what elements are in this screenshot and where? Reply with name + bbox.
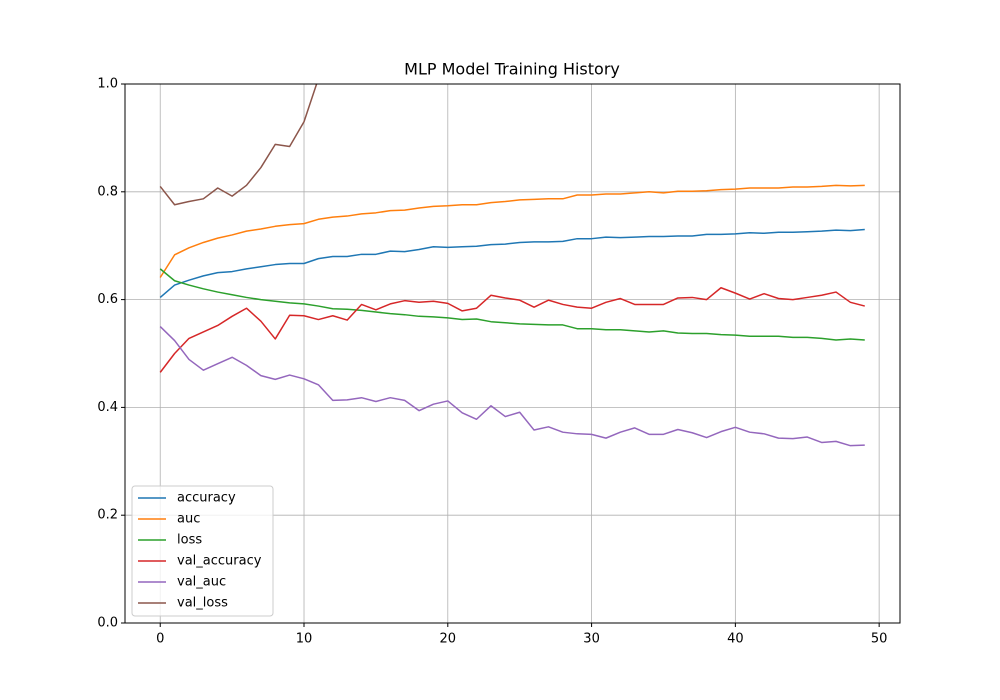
legend-label: val_auc [177,575,226,590]
legend: accuracy auc loss val_accuracy val_auc val_lo… [131,485,274,617]
x-tick-label: 0 [156,632,164,647]
plot-area [159,84,865,447]
series-line [159,268,865,341]
legend-box [131,485,274,617]
legend-label: val_loss [177,596,228,611]
legend-label: accuracy [177,491,236,506]
x-tick-label: 40 [727,632,744,647]
series-line [159,286,865,373]
y-tick-label: 1.0 [97,77,118,92]
y-tick-label: 0.2 [97,508,118,523]
x-tick-label: 30 [583,632,600,647]
series-line [159,326,865,447]
legend-label: val_accuracy [177,554,262,569]
y-tick-label: 0.6 [97,292,118,307]
y-tick-label: 0.8 [97,184,118,199]
series-line [159,228,865,299]
chart-title: MLP Model Training History [404,60,620,79]
series-line [159,184,865,278]
y-tick-label: 0.4 [97,400,118,415]
legend-label: auc [177,512,200,527]
x-tick-label: 20 [440,632,457,647]
axes-frame [124,83,901,624]
ticks: 0 10 20 30 40 50 0.0 0.2 0.4 0.6 0.8 1.0 [97,77,887,647]
series-line [159,84,318,206]
x-tick-label: 50 [871,632,888,647]
y-tick-label: 0.0 [97,616,118,631]
legend-label: loss [177,533,202,548]
x-tick-label: 10 [296,632,313,647]
